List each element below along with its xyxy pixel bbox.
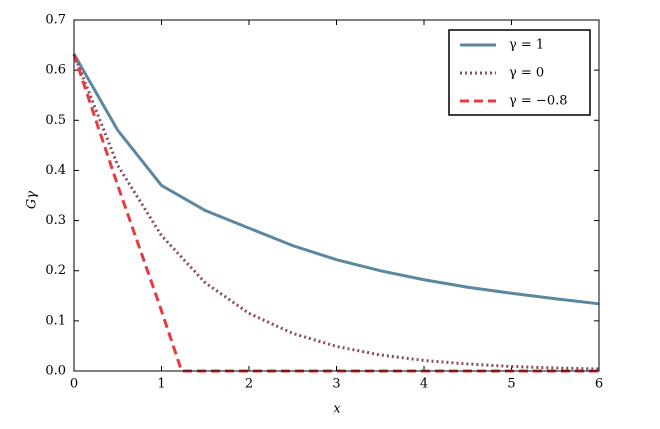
y-tick-label: 0.3	[45, 213, 66, 228]
x-tick-label: 5	[507, 377, 515, 392]
x-tick-label: 4	[420, 377, 428, 392]
y-tick-label: 0.6	[45, 63, 66, 78]
line	[72, 53, 599, 373]
y-tick-label: 0.4	[45, 163, 66, 178]
legend-label: γ = 1	[509, 38, 544, 53]
line	[72, 53, 600, 371]
legend-label: γ = 0	[509, 66, 544, 81]
x-axis-label: x	[333, 402, 341, 417]
y-tick-label: 0.5	[45, 113, 66, 128]
y-tick-label: 0.2	[45, 263, 66, 278]
x-tick-label: 2	[245, 377, 253, 392]
x-tick-label: 3	[332, 377, 340, 392]
y-tick-label: 0.0	[45, 364, 66, 379]
y-axis-label: Gγ	[25, 191, 40, 209]
y-tick-label: 0.1	[45, 313, 66, 328]
y-tick-label: 0.7	[45, 13, 66, 28]
plot-frame	[73, 19, 600, 372]
line	[72, 53, 600, 306]
x-tick-label: 0	[70, 377, 78, 392]
x-tick-label: 1	[157, 377, 165, 392]
x-tick-label: 6	[595, 377, 603, 392]
legend-label: γ = −0.8	[509, 94, 568, 109]
